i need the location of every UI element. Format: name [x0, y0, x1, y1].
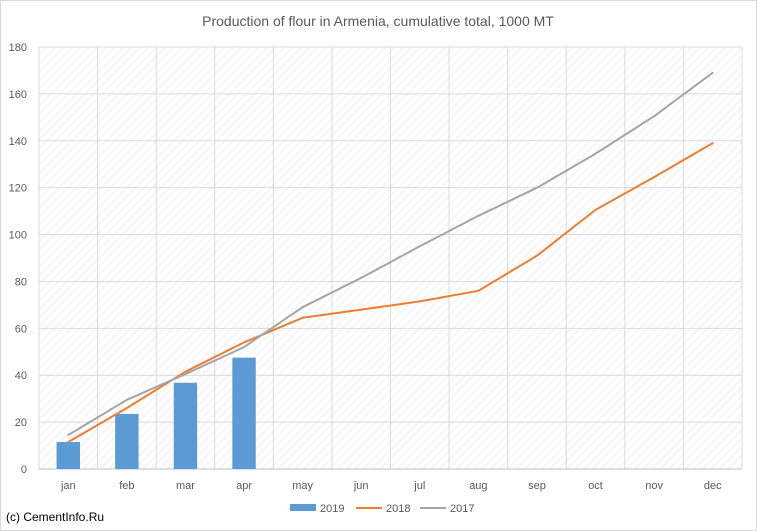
y-tick-label: 0 — [21, 464, 27, 476]
x-tick-label: sep — [528, 480, 546, 492]
axes: 0 20 40 60 80 100 120 140 160 180 jan feb mar apr may j… — [9, 42, 742, 492]
grid-lines — [38, 46, 743, 469]
x-tick-label: apr — [236, 480, 252, 492]
x-tick-label: jan — [60, 480, 76, 492]
y-tick-label: 140 — [9, 136, 27, 148]
y-tick-label: 120 — [9, 183, 27, 195]
y-tick-label: 60 — [15, 323, 27, 335]
y-tick-label: 160 — [9, 89, 27, 101]
legend: 2019 2018 2017 — [290, 503, 474, 515]
x-tick-label: jun — [353, 480, 369, 492]
x-tick-label: oct — [588, 480, 603, 492]
bar-series — [56, 357, 256, 469]
x-tick-label: may — [292, 480, 313, 492]
x-tick-label: mar — [176, 480, 195, 492]
bar-2019-apr — [232, 357, 256, 469]
y-tick-label: 180 — [9, 42, 27, 54]
bar-2019-feb — [115, 413, 139, 469]
line-2017 — [67, 71, 714, 436]
line-series — [67, 71, 714, 443]
x-tick-label: feb — [119, 480, 134, 492]
legend-label-2018: 2018 — [386, 503, 410, 515]
y-tick-label: 100 — [9, 230, 27, 242]
legend-label-2017: 2017 — [450, 503, 474, 515]
watermark-text: (c) CementInfo.Ru — [6, 510, 105, 524]
chart-title: Production of flour in Armenia, cumulati… — [202, 13, 554, 29]
x-tick-label: nov — [645, 480, 663, 492]
y-tick-label: 80 — [15, 276, 27, 288]
y-tick-label: 20 — [15, 417, 27, 429]
bar-2019-jan — [56, 442, 81, 469]
legend-label-2019: 2019 — [320, 503, 344, 515]
x-tick-label: aug — [469, 480, 487, 492]
y-tick-label: 40 — [15, 370, 27, 382]
x-tick-label: jul — [413, 480, 425, 492]
x-tick-label: dec — [704, 480, 722, 492]
bar-2019-mar — [173, 382, 198, 469]
legend-swatch-2019 — [290, 504, 316, 511]
